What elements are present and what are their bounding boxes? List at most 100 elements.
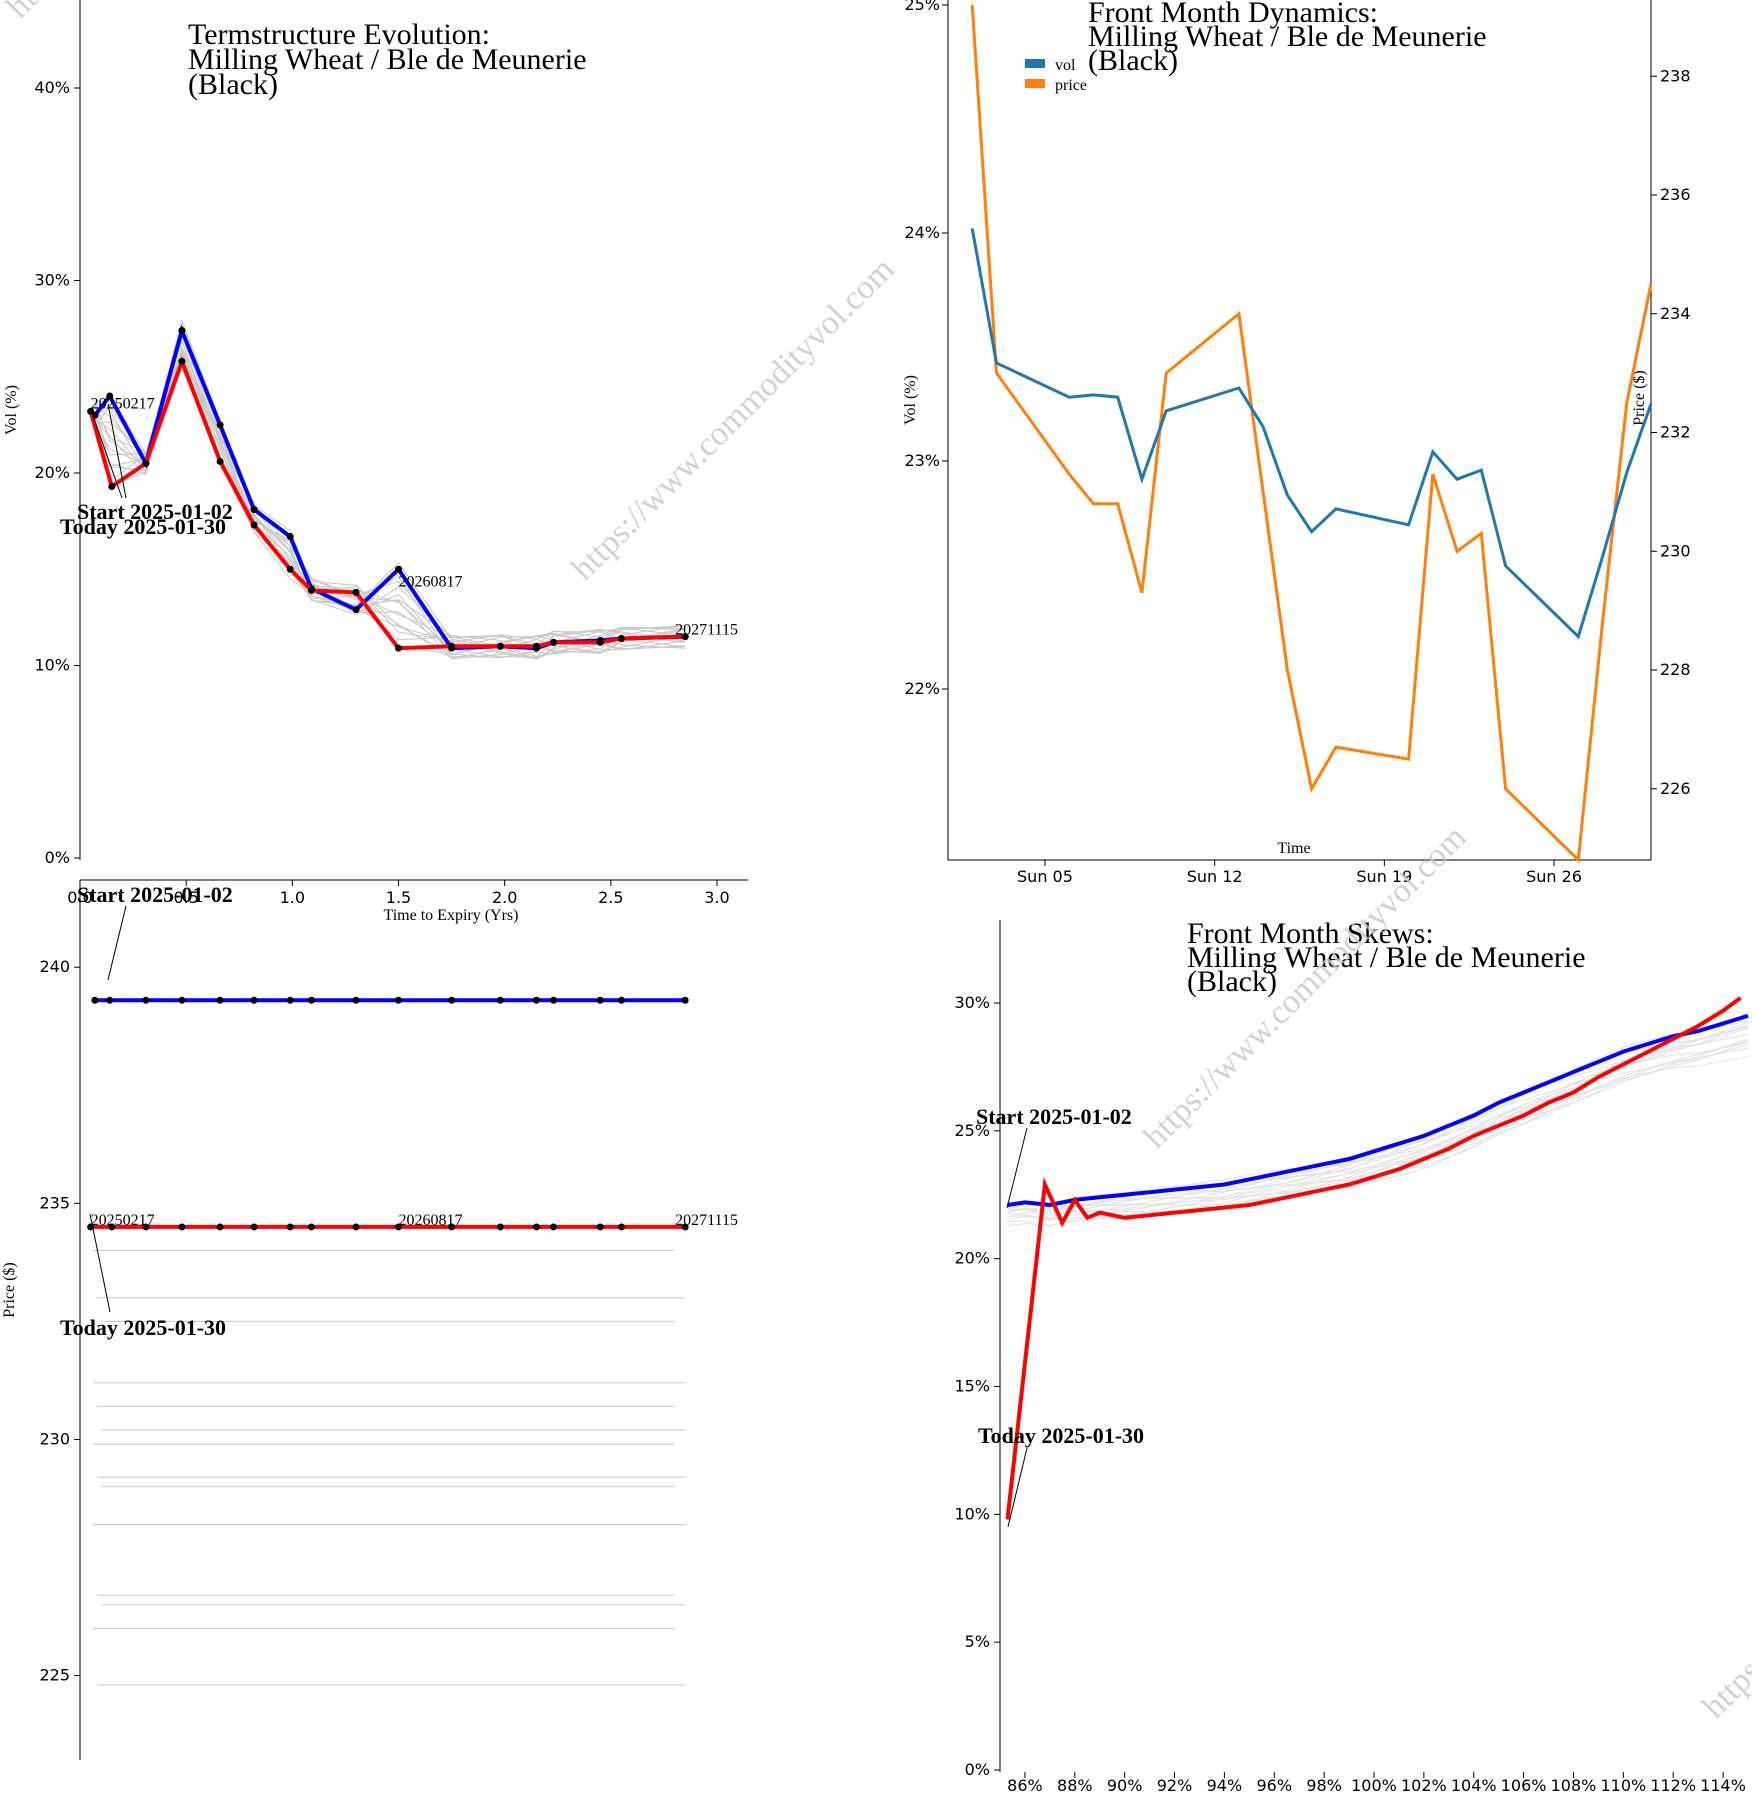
start-point: [286, 996, 294, 1004]
history-line: [94, 333, 686, 658]
today-point: [496, 1223, 504, 1231]
start-point: [178, 327, 186, 335]
history-line: [94, 365, 686, 656]
dynamics-panel: 22% 23% 24% 25% 226 228 230 232 234 236 238 Sun 05…: [902, 0, 1691, 886]
today-point: [142, 1223, 150, 1231]
chart-title-line-1: Front Month Skews:: [1187, 917, 1434, 950]
start-line: [1007, 1013, 1749, 1208]
history-line: [1007, 1040, 1749, 1213]
today-point: [307, 586, 315, 594]
chart-title-line-2: Milling Wheat / Ble de Meunerie: [1187, 941, 1586, 974]
x-tick-label: 106%: [1501, 1776, 1547, 1793]
today-point: [617, 635, 625, 643]
skew-history-lines: [1007, 1020, 1749, 1227]
skew-annotations: Start 2025-01-02 Today 2025-01-30: [976, 1104, 1144, 1528]
today-point: [617, 1223, 625, 1231]
termstructure-panel: 0%10%20%30%40% Termstructure Evolution: …: [3, 0, 748, 924]
start-point: [216, 421, 224, 429]
annotation-arrow: [1007, 1447, 1028, 1528]
today-point: [216, 1223, 224, 1231]
start-point: [550, 996, 558, 1004]
today-point: [395, 1223, 402, 1231]
vol-line: [970, 228, 1653, 640]
today-point: [681, 1223, 689, 1231]
start-point: [250, 996, 258, 1004]
x-tick-label: Sun 26: [1526, 867, 1582, 886]
price-termstructure-annotations: 20250217 20260817 20271115 Start 2025-01-02…: [60, 882, 738, 1340]
y-tick-label-right: 226: [1660, 779, 1691, 798]
x-tick-label: 110%: [1600, 1776, 1646, 1793]
contract-label: 20271115: [675, 622, 738, 639]
today-point: [496, 642, 504, 650]
legend-label-price: price: [1055, 77, 1087, 94]
contract-label: 20260817: [399, 1212, 463, 1229]
start-point: [106, 392, 114, 400]
x-axis-ticks: Sun 05 Sun 12 Sun 19 Sun 26: [1017, 860, 1582, 886]
x-tick-label: Sun 19: [1356, 867, 1412, 886]
today-point: [178, 1223, 186, 1231]
x-tick-label: 108%: [1551, 1776, 1597, 1793]
y-tick-label: 5%: [965, 1632, 990, 1651]
today-point: [307, 1223, 315, 1231]
x-tick-label: 0.5: [173, 888, 198, 907]
x-tick-label: 92%: [1157, 1776, 1193, 1793]
start-point: [178, 996, 186, 1004]
y-tick-label: 10%: [954, 1504, 990, 1523]
today-point: [108, 482, 116, 490]
y-tick-label-right: 238: [1660, 66, 1691, 85]
y-axis-label: Price ($): [1, 1262, 18, 1318]
history-line: [1007, 1056, 1749, 1227]
today-line: [1005, 996, 1742, 1520]
start-point: [91, 996, 99, 1004]
today-point: [286, 1223, 294, 1231]
chart-title-line-1: Front Month Dynamics:: [1088, 0, 1378, 29]
x-tick-label: 96%: [1256, 1776, 1292, 1793]
history-line: [94, 347, 686, 659]
today-point: [448, 1223, 456, 1231]
x-tick-label: 100%: [1351, 1776, 1397, 1793]
today-point: [448, 642, 456, 650]
start-point: [448, 996, 456, 1004]
chart-title-line-3: (Black): [188, 68, 278, 101]
history-line: [94, 332, 686, 653]
x-axis-ticks: 0.0 0.5 1.0 1.5 2.0 2.5 3.0: [67, 880, 730, 907]
x-tick-label: 2.5: [598, 888, 623, 907]
start-point: [106, 996, 114, 1004]
annotation-arrow: [91, 412, 123, 499]
today-point: [681, 633, 689, 641]
chart-title-line-2: Milling Wheat / Ble de Meunerie: [1088, 20, 1487, 53]
y-axis-ticks: 225 230 235 240: [39, 957, 80, 1685]
today-point: [550, 638, 558, 646]
y-tick-label: 40%: [34, 78, 70, 97]
history-line: [1007, 1034, 1749, 1220]
y-axis-label-left: Vol (%): [902, 375, 919, 425]
annotation-arrow: [107, 905, 127, 981]
today-point: [286, 565, 294, 573]
today-point: [250, 1223, 258, 1231]
today-point: [142, 459, 150, 467]
y-tick-label-right: 236: [1660, 185, 1691, 204]
x-tick-label: 2.0: [492, 888, 517, 907]
annotation-arrow: [107, 403, 127, 499]
legend-swatch-price: [1025, 79, 1045, 88]
today-point: [395, 644, 402, 652]
history-line: [1007, 1043, 1749, 1218]
y-tick-label: 235: [39, 1193, 70, 1212]
price-line: [970, 4, 1653, 864]
y-tick-label: 225: [39, 1666, 70, 1685]
annotation-arrow: [89, 1213, 111, 1313]
today-point: [250, 521, 258, 529]
history-line: [94, 334, 686, 655]
start-point: [352, 996, 360, 1004]
history-line: [1007, 1021, 1749, 1209]
x-tick-label: 1.5: [386, 888, 411, 907]
today-point: [596, 638, 604, 646]
y-tick-label: 230: [39, 1429, 70, 1448]
contract-label: 20271115: [675, 1212, 738, 1229]
y-tick-label: 0%: [965, 1760, 990, 1779]
x-axis-ticks: 86% 88% 90% 92% 94% 96% 98% 100% 102% 104% 106% 108…: [1007, 1772, 1746, 1793]
start-point: [533, 996, 541, 1004]
annotation-arrow: [1006, 1127, 1028, 1209]
